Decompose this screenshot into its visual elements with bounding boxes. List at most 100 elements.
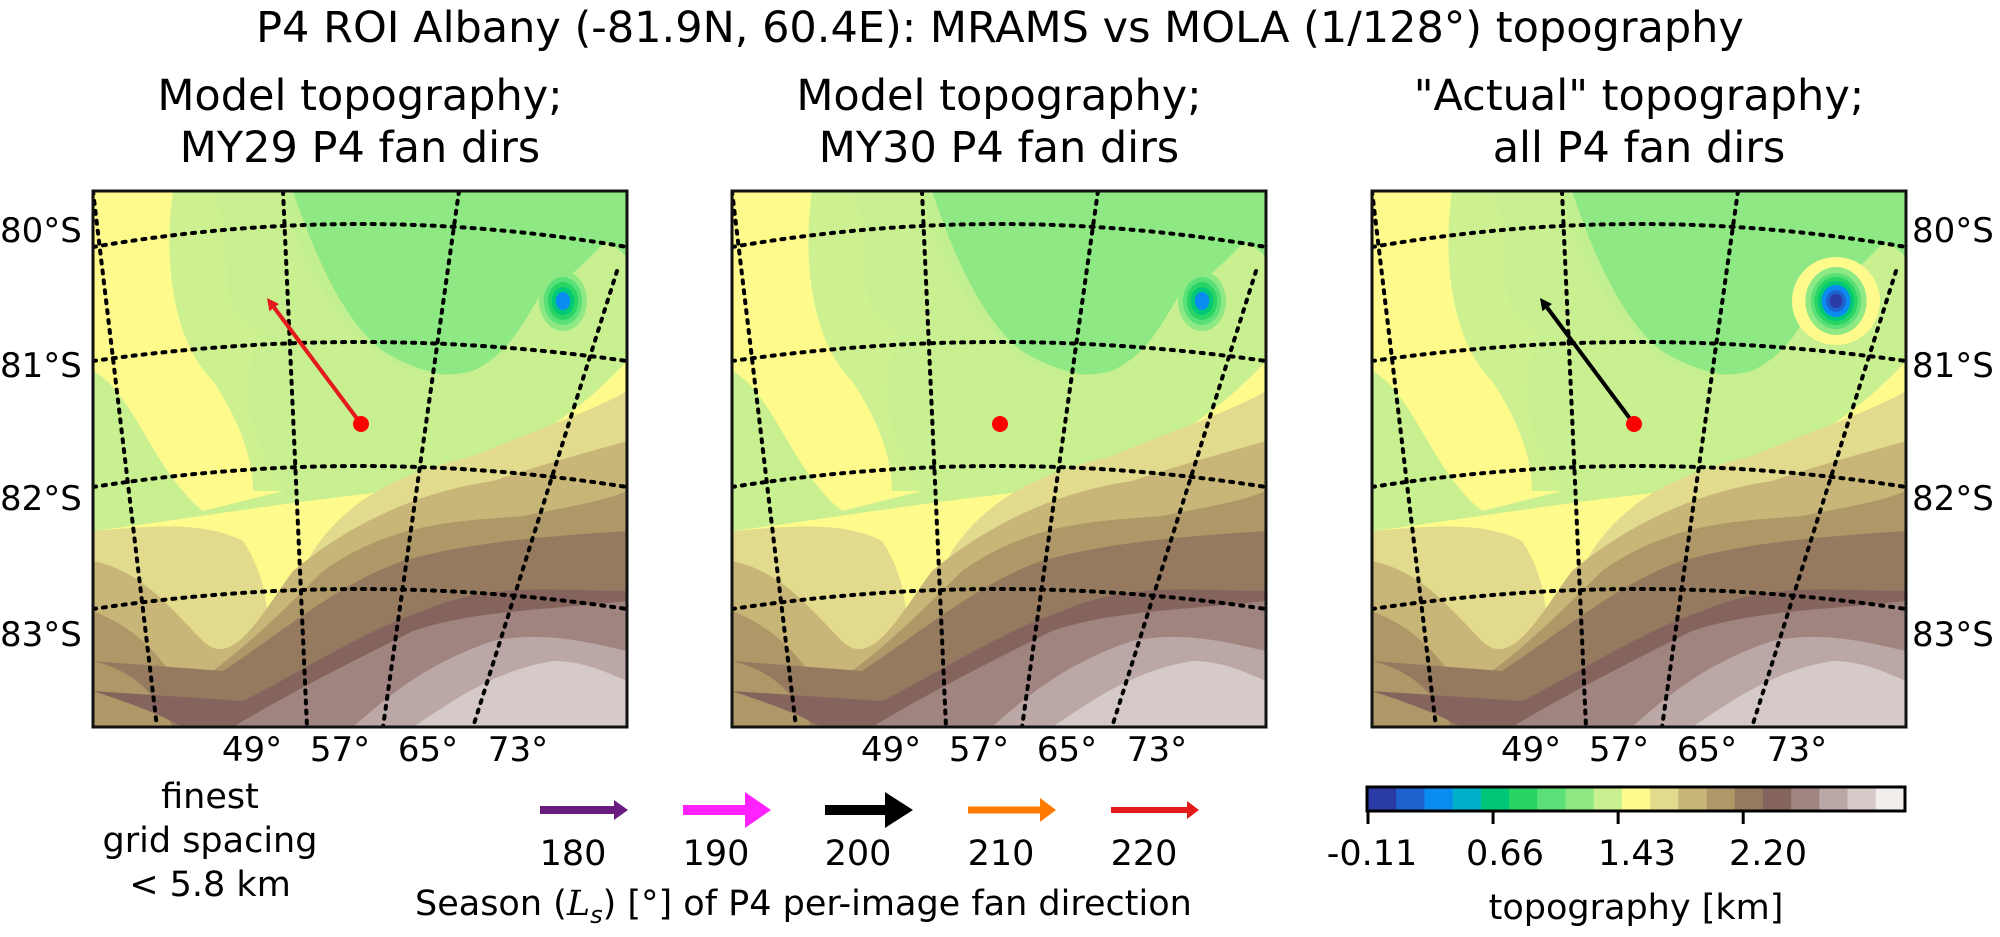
topo-band [1692, 661, 1906, 727]
legend-label-190: 190 [682, 834, 750, 874]
longitude-gridline [732, 191, 798, 727]
lon-tick-label: 49° [1500, 730, 1562, 770]
colorbar-frame [1365, 785, 1907, 813]
longitude-gridline [1110, 269, 1258, 727]
lon-tick-label: 65° [1676, 730, 1738, 770]
colorbar-swatch [1509, 788, 1538, 810]
legend-arrow-220-shaft [1111, 807, 1187, 813]
lat-tick-label: 80°S [0, 211, 82, 251]
panel-frame [1370, 189, 1908, 729]
legend-arrow-210-shaft [968, 806, 1040, 814]
colorbar-swatch [1368, 788, 1397, 810]
latitude-gridline [732, 340, 1266, 363]
colorbar-swatch [1424, 788, 1454, 810]
longitude-gridline [1560, 191, 1588, 727]
latitude-gridline [732, 464, 1266, 489]
latitude-gridline [93, 464, 627, 489]
map-content [1372, 191, 1906, 727]
topo-band [922, 191, 1266, 375]
colorbar [1365, 785, 1907, 824]
legend-title-prefix: Season ( [415, 884, 567, 924]
colorbar-swatch [1452, 788, 1482, 810]
latitude-gridline [93, 222, 627, 249]
panel-title-my30: Model topography; MY30 P4 fan dirs [719, 70, 1279, 174]
colorbar-swatch [1565, 788, 1595, 810]
fan-arrow-200-shaft [1545, 306, 1636, 426]
colorbar-swatch [1678, 788, 1708, 810]
roi-marker [353, 416, 369, 432]
colorbar-swatch [1791, 788, 1820, 810]
note-line1: finest [161, 777, 259, 817]
longitude-gridline [281, 191, 309, 727]
lat-tick-label: 80°S [1912, 211, 1994, 251]
longitude-gridline [1020, 191, 1100, 727]
panel-title-line1: "Actual" topography; [1413, 71, 1865, 121]
legend-label-200: 200 [824, 834, 892, 874]
colorbar-swatch [1593, 788, 1623, 810]
lon-tick-label: 57° [309, 730, 371, 770]
figure-title: P4 ROI Albany (-81.9N, 60.4E): MRAMS vs … [256, 3, 1744, 53]
lat-tick-label: 82°S [1912, 479, 1994, 519]
longitude-gridline [920, 191, 948, 727]
longitude-gridline [381, 191, 461, 727]
topo-band [1052, 661, 1266, 727]
latitude-gridline [93, 340, 627, 363]
panel-title-line2: all P4 fan dirs [1492, 123, 1786, 173]
colorbar-swatch [1734, 788, 1764, 810]
lon-tick-label: 49° [860, 730, 922, 770]
fan-arrow-220-shaft [272, 306, 363, 426]
crater-band [1194, 292, 1210, 310]
grid-spacing-note: finest grid spacing < 5.8 km [80, 775, 340, 907]
map-panel-my30 [730, 189, 1268, 729]
colorbar-swatch [1480, 788, 1510, 810]
map-content [93, 191, 627, 727]
panel-frame [730, 189, 1268, 729]
legend-arrow-180-head [614, 800, 628, 820]
latitude-gridline [732, 222, 1266, 249]
lon-tick-label: 65° [1036, 730, 1098, 770]
note-line3: < 5.8 km [129, 865, 291, 905]
fan-arrow-220-head [267, 298, 279, 312]
legend-label-220: 220 [1110, 834, 1178, 874]
latitude-gridline [1372, 340, 1906, 363]
panel-title-line1: Model topography; [157, 71, 563, 121]
fan-arrow-200-head [1540, 298, 1552, 312]
longitude-gridline [1750, 269, 1898, 727]
legend-arrow-190-shaft [683, 805, 745, 815]
legend-title-symbol: L [566, 884, 591, 924]
colorbar-swatch [1396, 788, 1426, 810]
panel-title-actual: "Actual" topography; all P4 fan dirs [1359, 70, 1919, 174]
lat-tick-label: 83°S [1912, 615, 1994, 655]
legend-arrow-200-shaft [825, 805, 885, 815]
map-content [732, 191, 1266, 727]
colorbar-tick-label: 1.43 [1598, 834, 1676, 874]
legend-label-180: 180 [539, 834, 607, 874]
legend-title-subscript: s [590, 901, 603, 929]
panel-title-line1: Model topography; [796, 71, 1202, 121]
lon-tick-label: 65° [397, 730, 459, 770]
lon-tick-label: 57° [1588, 730, 1650, 770]
latitude-gridline [1372, 222, 1906, 249]
lat-tick-label: 82°S [0, 479, 82, 519]
crater-band [555, 292, 571, 310]
lon-tick-label: 73° [487, 730, 549, 770]
colorbar-tick-label: 0.66 [1466, 834, 1544, 874]
panel-title-my29: Model topography; MY29 P4 fan dirs [80, 70, 640, 174]
lat-tick-label: 83°S [0, 615, 82, 655]
latitude-gridline [93, 587, 627, 611]
legend-arrow-220-head [1187, 801, 1199, 819]
colorbar-swatch [1819, 788, 1849, 810]
topo-band [1562, 191, 1906, 375]
colorbar-label: topography [km] [1488, 888, 1784, 928]
lon-tick-label: 49° [221, 730, 283, 770]
longitude-gridline [1372, 191, 1438, 727]
longitude-gridline [1660, 191, 1740, 727]
lat-tick-label: 81°S [1912, 346, 1994, 386]
lon-tick-label: 73° [1126, 730, 1188, 770]
map-panel-my29 [91, 189, 629, 729]
legend-arrow-180-shaft [540, 806, 614, 814]
colorbar-swatch [1847, 788, 1877, 810]
legend-label-210: 210 [967, 834, 1035, 874]
longitude-gridline [471, 269, 619, 727]
